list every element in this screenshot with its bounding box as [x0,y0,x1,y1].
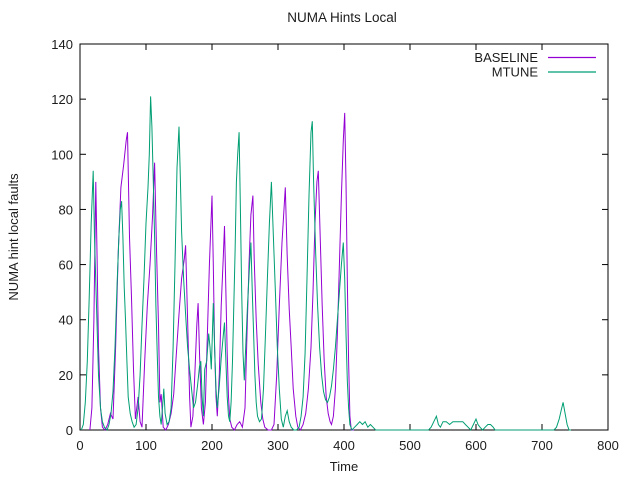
chart-title: NUMA Hints Local [287,10,397,25]
mtune-series-line [80,96,571,431]
y-tick-label: 120 [51,92,73,107]
y-axis-label: NUMA hint local faults [6,173,21,301]
legend: BASELINE MTUNE [474,50,596,80]
x-tick-label: 100 [135,438,157,453]
x-axis-label: Time [330,459,358,474]
y-tick-label: 100 [51,147,73,162]
y-tick-label: 140 [51,37,73,52]
y-tick-label: 0 [66,423,73,438]
y-tick-label: 60 [59,258,73,273]
series-lines [80,96,571,431]
x-tick-label: 300 [267,438,289,453]
x-tick-label: 600 [465,438,487,453]
y-tick-label: 40 [59,313,73,328]
x-tick-label: 400 [333,438,355,453]
axis-ticks: 0 100 200 300 400 500 600 700 800 0 20 40 60 80 100 120… [51,37,619,453]
x-tick-label: 0 [76,438,83,453]
x-tick-label: 700 [531,438,553,453]
baseline-series-line [89,112,354,431]
y-tick-label: 20 [59,368,73,383]
legend-label-mtune: MTUNE [492,65,539,80]
y-tick-label: 80 [59,202,73,217]
x-tick-label: 500 [399,438,421,453]
x-tick-label: 200 [201,438,223,453]
legend-label-baseline: BASELINE [474,50,538,65]
x-tick-label: 800 [597,438,619,453]
